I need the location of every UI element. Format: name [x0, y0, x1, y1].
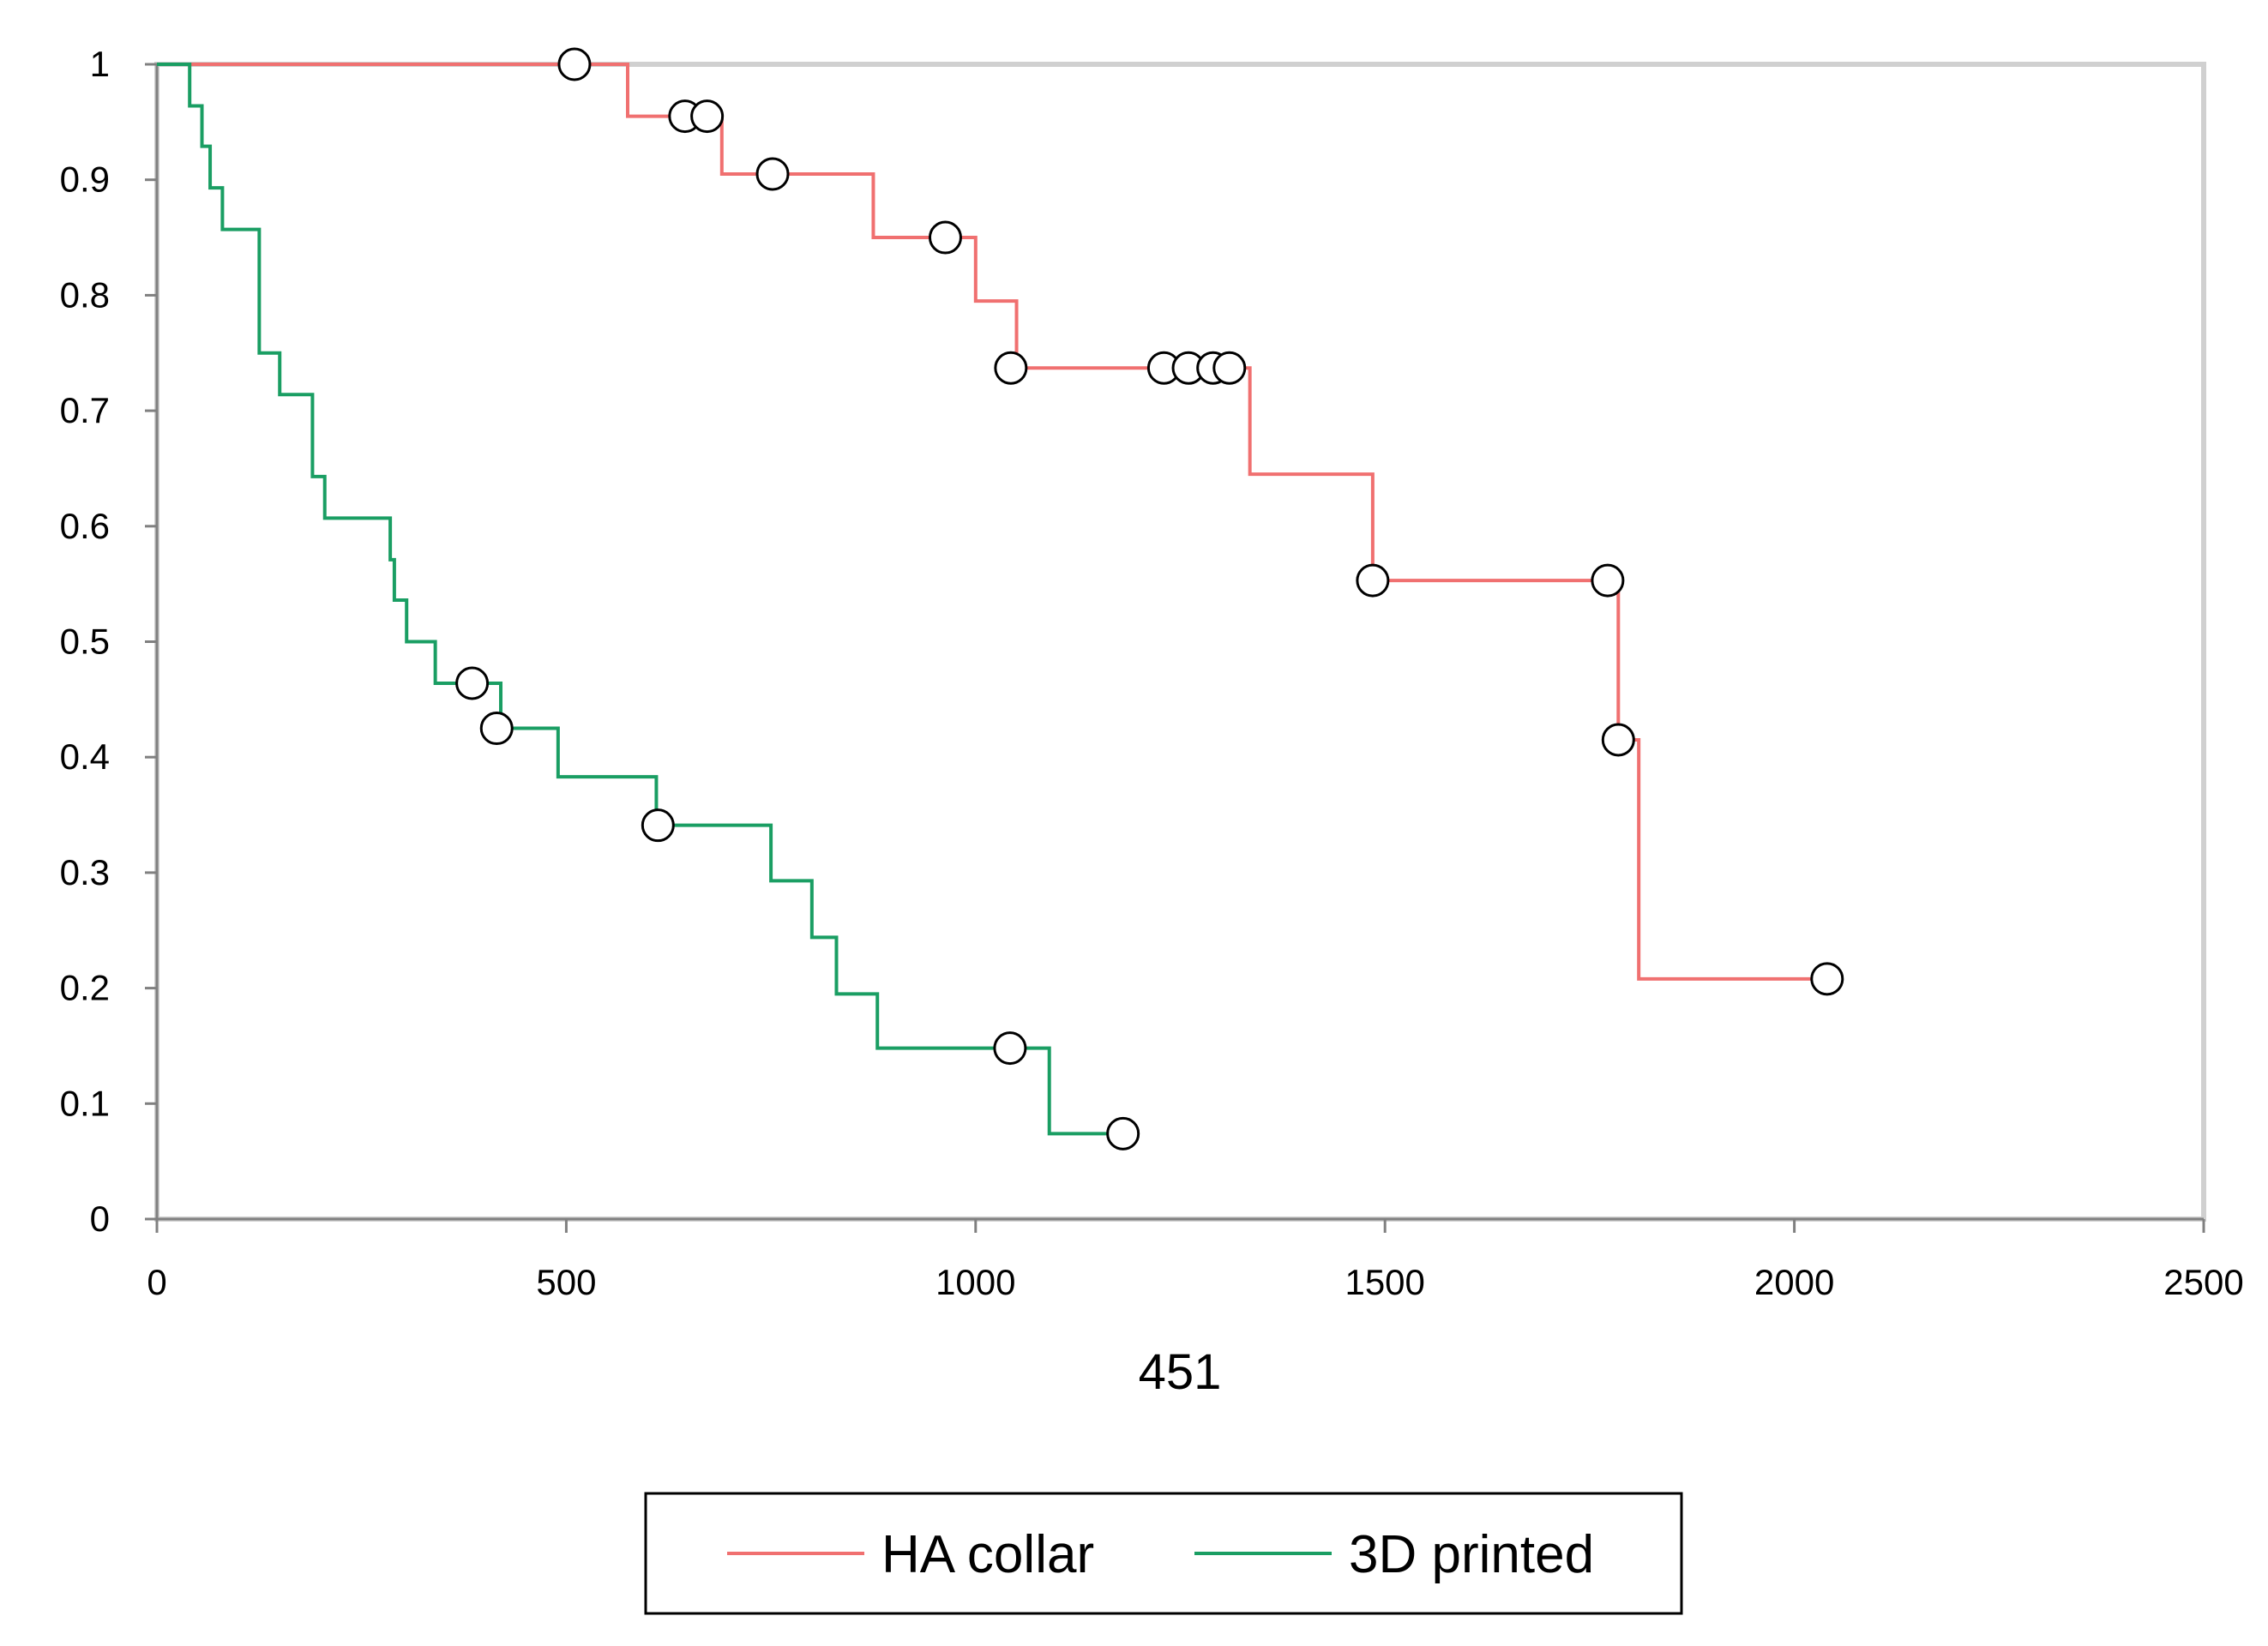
x-tick-label: 1000: [935, 1262, 1015, 1302]
censor-marker-layer: [455, 47, 1844, 1150]
x-tick-label: 500: [536, 1262, 596, 1302]
censor-marker: [479, 712, 514, 746]
y-tick-label: 0.8: [60, 274, 110, 315]
y-tick-label: 0.2: [60, 968, 110, 1008]
y-tick-label: 0.9: [60, 159, 110, 200]
legend: HA collar 3D printed: [644, 1492, 1683, 1615]
y-tick-label: 0: [90, 1198, 110, 1239]
censor-marker: [690, 99, 725, 134]
x-tick-label: 1500: [1345, 1262, 1424, 1302]
x-axis: 0 500 1000 1500 2000 2500: [147, 1217, 2244, 1302]
series-line-3d-printed: [157, 63, 1123, 1136]
y-tick-label: 0.4: [60, 736, 110, 777]
x-tick-label: 2000: [1754, 1262, 1834, 1302]
censor-marker: [1212, 351, 1247, 385]
censor-marker: [1601, 723, 1635, 757]
x-tick-label: 0: [147, 1262, 166, 1302]
censor-marker: [755, 157, 790, 191]
censor-marker: [557, 47, 592, 81]
x-tick-label: 2500: [2163, 1262, 2243, 1302]
x-axis-label: 451: [1139, 1344, 1222, 1400]
censor-marker: [1810, 962, 1844, 996]
censor-marker: [1356, 563, 1390, 598]
y-tick-label: 0.1: [60, 1083, 110, 1123]
y-axis: 0 0.1 0.2 0.3 0.4 0.5 0.6 0.7 0.8 0.9 1: [60, 44, 159, 1239]
censor-marker: [993, 1031, 1027, 1066]
censor-marker: [928, 220, 962, 255]
series-layer: [157, 63, 1827, 1136]
censor-marker: [1106, 1116, 1140, 1150]
y-tick-label: 0.6: [60, 506, 110, 546]
series-line-ha-collar: [157, 63, 1827, 981]
censor-marker: [994, 351, 1028, 385]
legend-label: HA collar: [881, 1525, 1094, 1584]
censor-marker: [641, 808, 675, 843]
y-tick-label: 1: [90, 44, 110, 84]
censor-marker: [455, 666, 490, 700]
y-tick-label: 0.5: [60, 622, 110, 662]
y-tick-label: 0.7: [60, 390, 110, 430]
y-tick-label: 0.3: [60, 852, 110, 892]
legend-label: 3D printed: [1349, 1525, 1594, 1584]
censor-marker: [1591, 563, 1625, 598]
